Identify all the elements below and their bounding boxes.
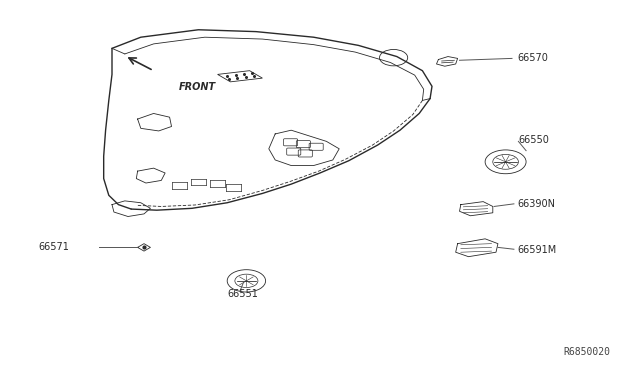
Text: 66551: 66551 [227, 289, 258, 299]
Text: 66550: 66550 [518, 135, 549, 144]
Text: 66390N: 66390N [517, 199, 555, 209]
Text: 66570: 66570 [517, 54, 548, 63]
Text: 66571: 66571 [38, 243, 69, 252]
Text: FRONT: FRONT [179, 83, 216, 92]
Text: R6850020: R6850020 [563, 347, 610, 356]
Text: 66591M: 66591M [517, 245, 556, 255]
